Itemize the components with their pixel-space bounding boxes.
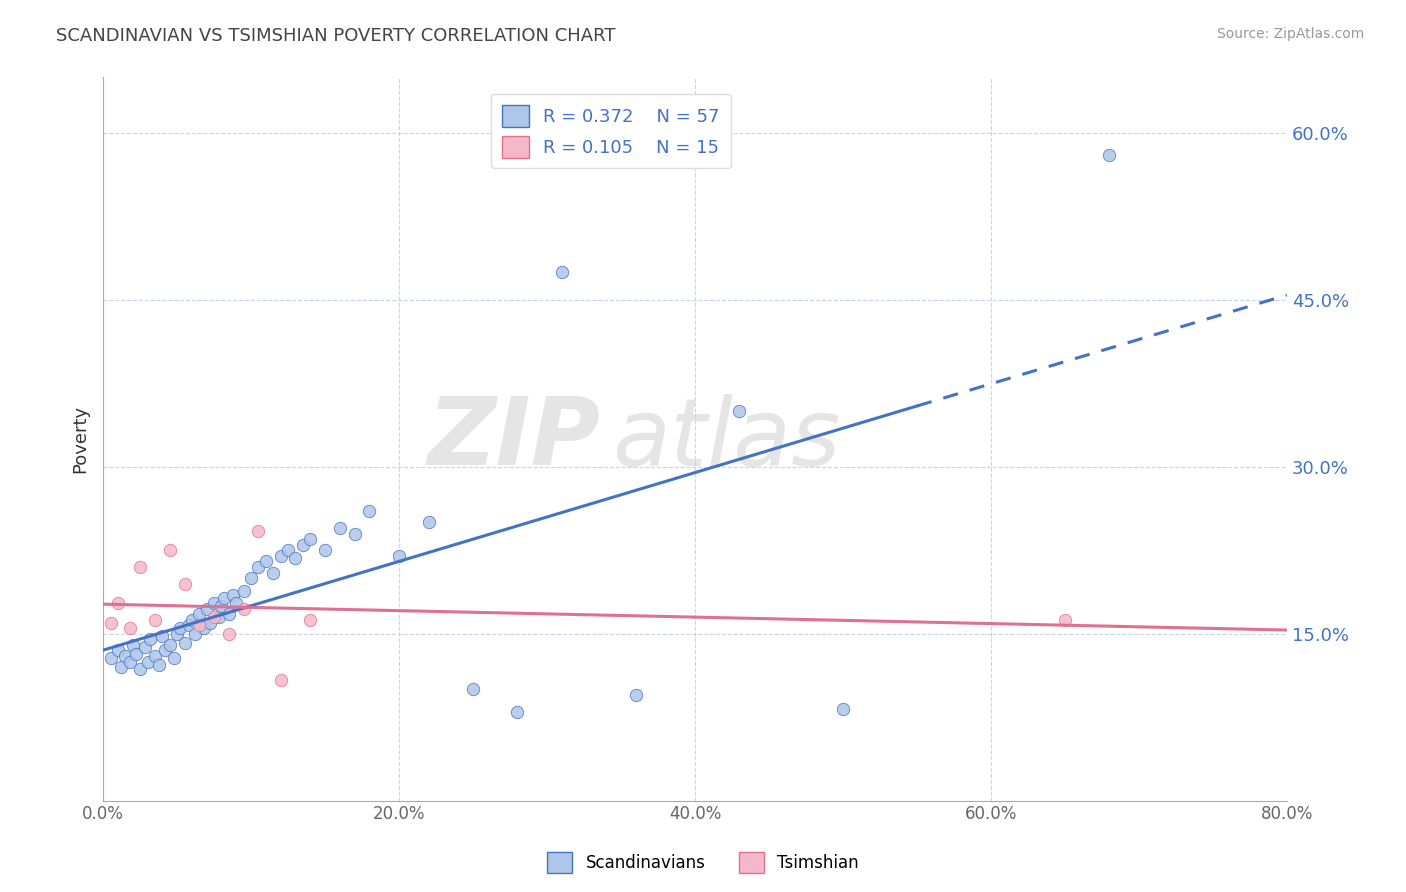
- Point: [118, 621, 141, 635]
- Point: [177, 617, 200, 632]
- Text: SCANDINAVIAN VS TSIMSHIAN POVERTY CORRELATION CHART: SCANDINAVIAN VS TSIMSHIAN POVERTY CORREL…: [56, 27, 616, 45]
- Point: [121, 638, 143, 652]
- Point: [188, 607, 211, 621]
- Point: [188, 617, 211, 632]
- Point: [270, 549, 292, 563]
- Point: [139, 632, 162, 647]
- Point: [159, 543, 181, 558]
- Text: ZIP: ZIP: [427, 393, 600, 485]
- Point: [173, 576, 195, 591]
- Point: [240, 571, 263, 585]
- Y-axis label: Poverty: Poverty: [72, 405, 89, 473]
- Point: [143, 648, 166, 663]
- Point: [1053, 613, 1076, 627]
- Point: [110, 660, 132, 674]
- Point: [198, 615, 221, 630]
- Point: [277, 543, 299, 558]
- Point: [180, 613, 202, 627]
- Point: [728, 404, 751, 418]
- Point: [506, 705, 529, 719]
- Point: [299, 532, 322, 546]
- Point: [169, 621, 191, 635]
- Point: [148, 657, 170, 672]
- Point: [254, 554, 277, 568]
- Point: [202, 610, 225, 624]
- Point: [329, 521, 352, 535]
- Point: [314, 543, 336, 558]
- Text: atlas: atlas: [612, 393, 841, 484]
- Point: [125, 647, 148, 661]
- Point: [1098, 148, 1121, 162]
- Point: [218, 626, 240, 640]
- Text: Source: ZipAtlas.com: Source: ZipAtlas.com: [1216, 27, 1364, 41]
- Legend: R = 0.372    N = 57, R = 0.105    N = 15: R = 0.372 N = 57, R = 0.105 N = 15: [491, 94, 731, 169]
- Point: [150, 629, 173, 643]
- Point: [218, 607, 240, 621]
- Point: [222, 588, 245, 602]
- Point: [461, 682, 484, 697]
- Point: [214, 591, 236, 606]
- Point: [193, 621, 215, 635]
- Point: [143, 613, 166, 627]
- Point: [343, 526, 366, 541]
- Point: [247, 560, 270, 574]
- Point: [299, 613, 322, 627]
- Point: [107, 643, 129, 657]
- Legend: Scandinavians, Tsimshian: Scandinavians, Tsimshian: [540, 846, 866, 880]
- Point: [159, 638, 181, 652]
- Point: [129, 662, 152, 676]
- Point: [624, 688, 647, 702]
- Point: [232, 584, 254, 599]
- Point: [100, 651, 122, 665]
- Point: [114, 648, 136, 663]
- Point: [107, 596, 129, 610]
- Point: [359, 504, 381, 518]
- Point: [118, 655, 141, 669]
- Point: [184, 626, 207, 640]
- Point: [195, 602, 218, 616]
- Point: [388, 549, 411, 563]
- Point: [284, 551, 307, 566]
- Point: [551, 265, 574, 279]
- Point: [173, 635, 195, 649]
- Point: [832, 702, 855, 716]
- Point: [207, 610, 229, 624]
- Point: [262, 566, 284, 580]
- Point: [202, 596, 225, 610]
- Point: [418, 516, 440, 530]
- Point: [136, 655, 159, 669]
- Point: [247, 524, 270, 539]
- Point: [100, 615, 122, 630]
- Point: [270, 673, 292, 688]
- Point: [163, 651, 186, 665]
- Point: [134, 640, 156, 654]
- Point: [166, 626, 188, 640]
- Point: [291, 538, 314, 552]
- Point: [232, 602, 254, 616]
- Point: [155, 643, 177, 657]
- Point: [129, 560, 152, 574]
- Point: [211, 599, 233, 613]
- Point: [225, 596, 247, 610]
